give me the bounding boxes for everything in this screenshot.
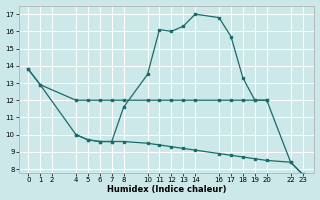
X-axis label: Humidex (Indice chaleur): Humidex (Indice chaleur): [107, 185, 226, 194]
